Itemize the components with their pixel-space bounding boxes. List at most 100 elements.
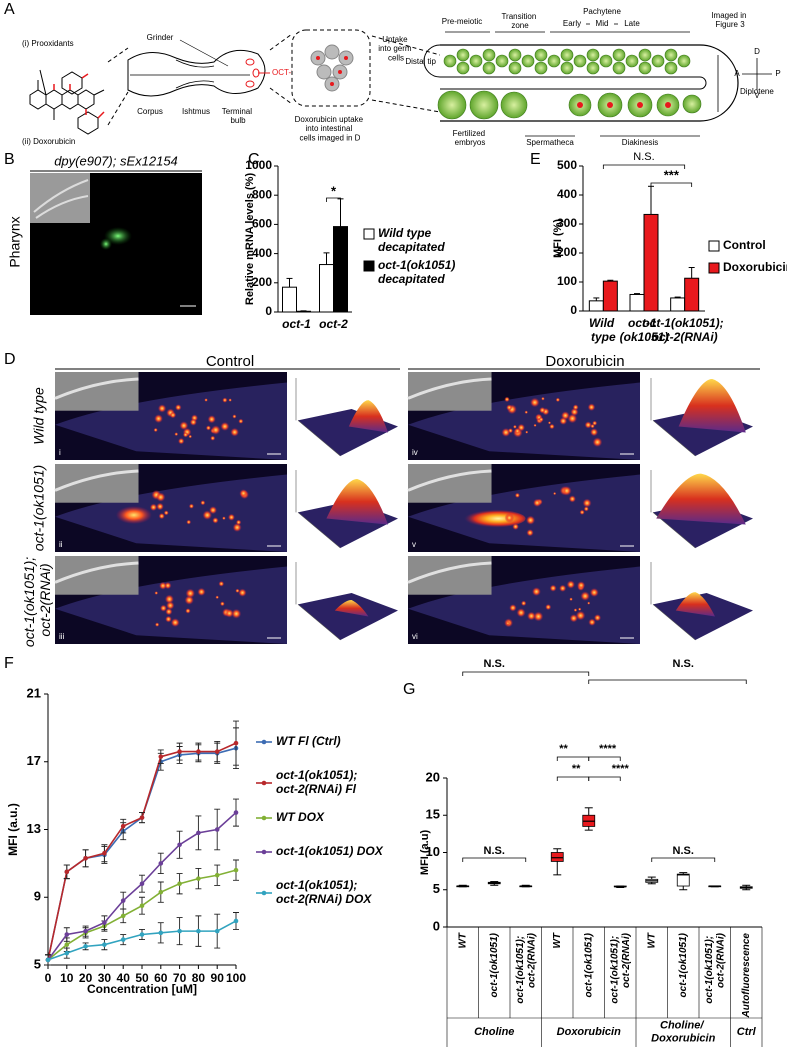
point: [120, 823, 126, 829]
point: [158, 861, 164, 866]
label: Ishtmus: [182, 107, 210, 116]
significance-bracket: [588, 776, 621, 781]
x-tick-label: 100: [226, 971, 246, 985]
y-tick-label: 200: [252, 275, 272, 289]
fluorescent-spot: [504, 513, 515, 523]
y-tick-label: 1000: [245, 158, 272, 172]
fluorescent-spot: [539, 406, 546, 414]
fluorescent-spot: [525, 430, 529, 434]
compass: P: [775, 69, 780, 78]
fluorescent-spot: [569, 614, 578, 623]
legend-swatch: [363, 260, 375, 272]
panel-label: A: [4, 1, 15, 18]
legend-marker: [261, 739, 267, 745]
pointer: [179, 39, 229, 67]
inset: [55, 372, 139, 411]
fluorescent-spot: [211, 425, 221, 435]
plot-axes: [295, 378, 341, 457]
bar: [319, 264, 334, 313]
point: [233, 810, 239, 815]
annotation: N.S.: [484, 658, 505, 670]
box: [676, 873, 690, 887]
fluorescent-spot: [555, 397, 561, 403]
fluorescent-spot: [228, 398, 232, 402]
fluorescent-spot: [220, 421, 230, 431]
fluorescent-spot: [222, 397, 228, 403]
inset-worm: [54, 561, 139, 584]
group-label: Doxorubicin: [557, 1026, 621, 1038]
fluorescent-spot: [230, 427, 240, 437]
significance-bracket: [602, 164, 686, 169]
inset-worm: [54, 469, 139, 492]
fluorescent-spot: [587, 601, 591, 605]
point: [120, 898, 126, 903]
row-label: oct-1(ok1051): [31, 465, 47, 551]
label: (ii) Doxorubicin: [22, 137, 75, 146]
significance-bracket: [588, 679, 747, 684]
fluorescent-spot: [533, 498, 542, 507]
numeral: i: [59, 448, 61, 457]
y-tick-label: 400: [557, 187, 577, 201]
fluorescent-spot: [549, 584, 557, 592]
label: Doxorubicin uptake into intestinal cells…: [295, 115, 366, 142]
germ-cells: [437, 48, 702, 120]
surface-peak: [326, 478, 388, 525]
legend-label: Doxorubicin: [723, 260, 787, 274]
x-tick-label: 70: [173, 971, 187, 985]
inset-worm: [54, 377, 139, 400]
label: Uptake into germ cells: [378, 35, 414, 62]
fluorescent-spot: [547, 421, 552, 425]
fluorescent-spot: [578, 607, 582, 611]
point: [83, 855, 88, 861]
annotation: ****: [599, 743, 617, 755]
significance-bracket: [556, 756, 590, 761]
fluorescent-spot: [533, 611, 544, 622]
fluorescent-spot: [524, 410, 529, 414]
fluorescent-spot: [512, 523, 519, 531]
pharynx-lumen: [130, 59, 250, 89]
row-label: oct-1(ok1051); oct-2(RNAi): [21, 553, 53, 647]
fluorescent-spot: [158, 512, 165, 520]
fluorescent-spot: [592, 437, 603, 448]
significance-bracket: [650, 182, 693, 187]
point: [177, 749, 182, 754]
y-axis-label: MFI (%): [552, 219, 564, 258]
fluorescent-spot: [238, 418, 244, 424]
point: [45, 957, 51, 963]
point: [120, 937, 126, 942]
label: Distal tip: [405, 57, 436, 66]
gfp: [100, 238, 112, 250]
oocyte-nuclei: [577, 102, 671, 108]
fluorescent-spot: [179, 421, 189, 431]
fluorescent-spot: [154, 414, 163, 424]
fluorescent-spot: [567, 413, 578, 424]
label: Terminal bulb: [222, 107, 254, 125]
fluorescent-spot: [509, 604, 517, 612]
x-tick-label: 50: [135, 971, 149, 985]
numeral: ii: [59, 540, 63, 549]
worm-body: [408, 474, 640, 552]
label: Pachytene: [583, 7, 621, 16]
fluorescent-spot: [593, 614, 602, 622]
x-tick-label: Wild type: [589, 316, 618, 344]
point: [102, 920, 107, 925]
significance-bracket: [462, 671, 590, 676]
y-tick-label: 500: [557, 158, 577, 172]
legend-label: oct-1(ok1051); oct-2(RNAi) DOX: [276, 878, 372, 906]
fluorescent-spot: [569, 597, 573, 601]
annotation: ****: [612, 763, 630, 775]
compass: D: [754, 47, 760, 56]
point: [139, 903, 145, 909]
y-tick-label: 21: [27, 685, 41, 700]
fluorescent-spot: [154, 622, 160, 627]
inset: [55, 556, 139, 595]
legend-marker: [261, 780, 267, 786]
numeral: vi: [412, 632, 418, 641]
panel-d: Control Doxorubicin Wild type oct-1(ok10…: [21, 353, 760, 647]
fluorescent-spot: [205, 425, 211, 431]
label: Corpus: [137, 107, 163, 116]
legend-label: Wild type decapitated: [378, 226, 445, 254]
point: [64, 869, 70, 875]
fluorescent-spot: [159, 581, 167, 590]
